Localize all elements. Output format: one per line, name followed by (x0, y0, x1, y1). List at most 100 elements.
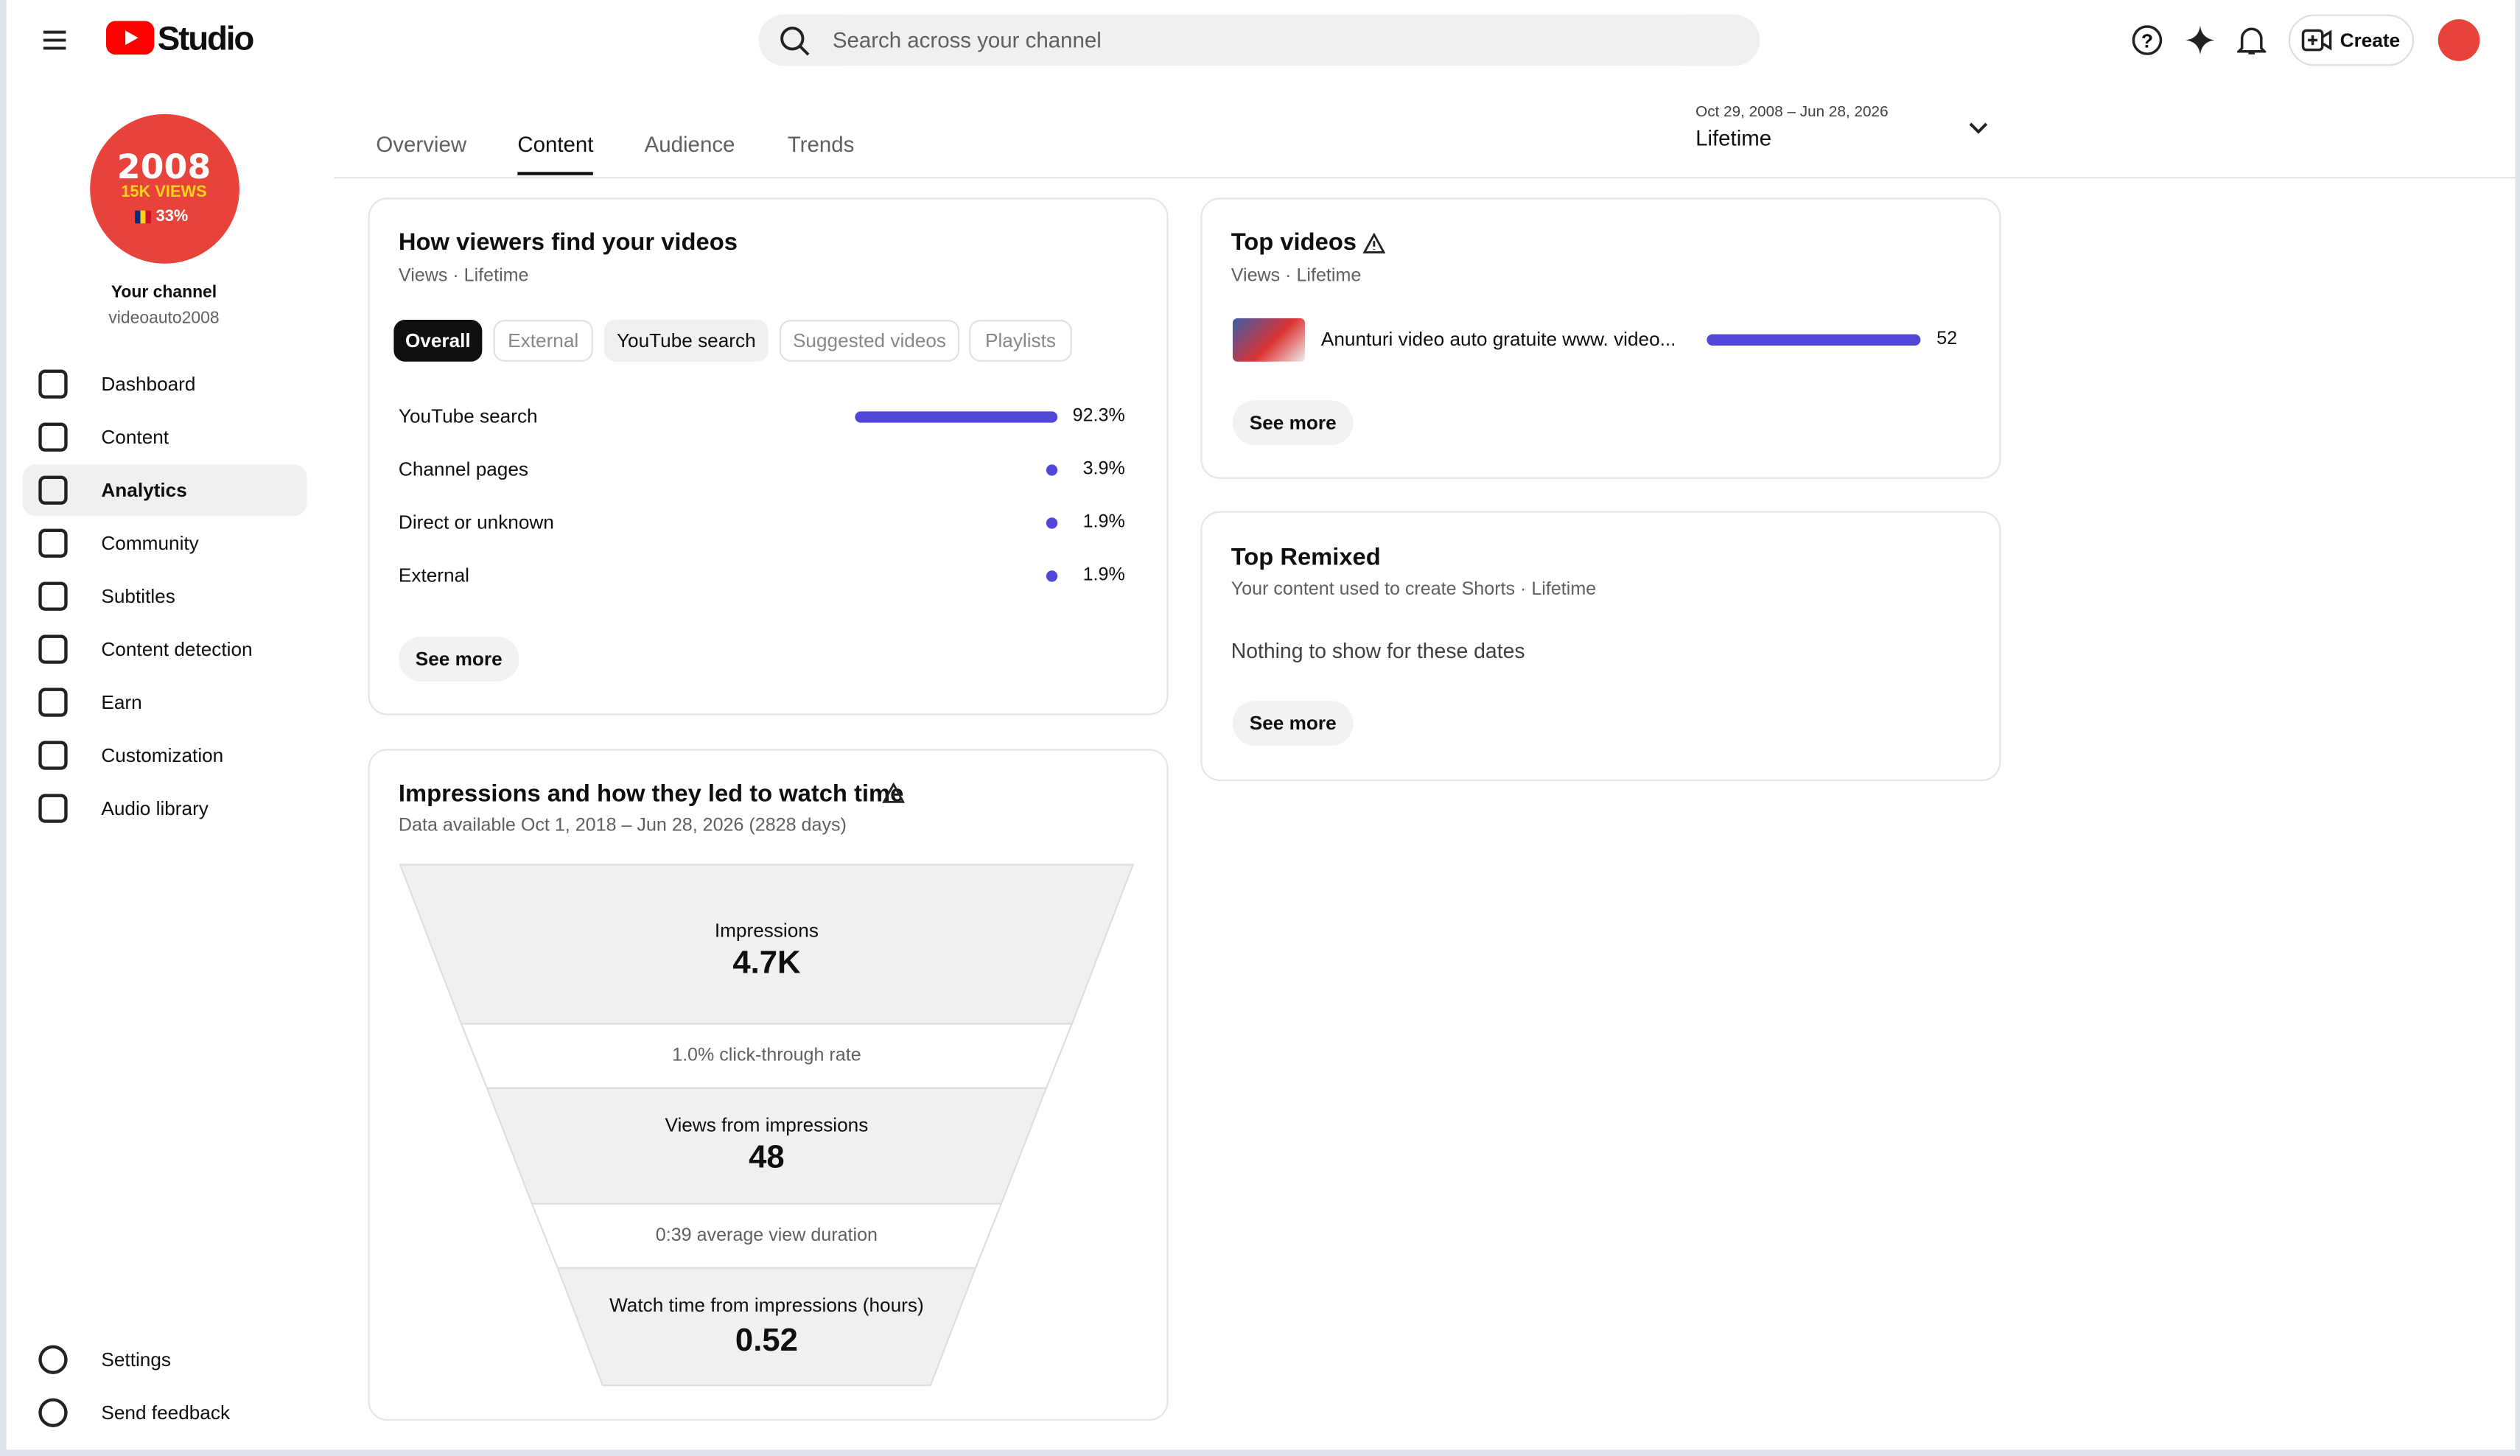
see-more-button[interactable]: See more (1232, 700, 1354, 746)
create-icon (2301, 29, 2332, 52)
card-title: How viewers find your videos (398, 228, 738, 256)
date-range[interactable]: Oct 29, 2008 – Jun 28, 2026 (1695, 103, 1889, 122)
nav-item[interactable]: Audio library (101, 797, 209, 820)
nav-item[interactable]: Subtitles (101, 584, 175, 608)
source-bar (1046, 517, 1058, 528)
nav-icon[interactable] (38, 634, 68, 664)
nav-item[interactable]: Earn (101, 690, 142, 714)
warning-icon[interactable] (882, 783, 905, 803)
avatar-year: 2008 (116, 147, 211, 187)
traffic-card (368, 197, 1169, 715)
filter-chip[interactable]: Playlists (969, 320, 1072, 362)
source-name: Direct or unknown (398, 511, 554, 534)
nav-icon[interactable] (38, 475, 68, 505)
card-subtitle: Views · Lifetime (398, 267, 529, 287)
funnel-value: 48 (749, 1140, 785, 1176)
funnel-rate: 1.0% click-through rate (672, 1046, 861, 1066)
source-bar (1046, 463, 1058, 475)
tab[interactable]: Content (517, 132, 594, 157)
create-button[interactable] (2288, 14, 2415, 66)
source-name: Channel pages (398, 458, 529, 481)
help-icon[interactable]: ? (2131, 24, 2163, 57)
account-avatar[interactable] (2437, 19, 2480, 61)
menu-icon[interactable] (42, 27, 68, 53)
nav-icon[interactable] (38, 794, 68, 823)
see-more-button[interactable]: See more (1232, 400, 1354, 446)
nav-item[interactable]: Content detection (101, 637, 253, 661)
search-icon (780, 27, 810, 56)
source-value: 1.9% (1082, 565, 1125, 585)
source-name: External (398, 564, 469, 587)
date-label[interactable]: Lifetime (1695, 126, 1772, 150)
nav-icon[interactable] (38, 369, 68, 399)
svg-text:?: ? (2141, 29, 2153, 52)
date-chevron[interactable] (1967, 121, 1990, 137)
see-more-button[interactable]: See more (398, 636, 519, 682)
filter-chip[interactable]: External (493, 320, 593, 362)
flag (135, 210, 152, 224)
card-subtitle: Your content used to create Shorts · Lif… (1231, 580, 1597, 600)
nav-item[interactable]: Settings (101, 1348, 171, 1371)
nav-icon[interactable] (38, 422, 68, 452)
logo-text[interactable]: Studio (157, 21, 255, 58)
search-box[interactable] (758, 14, 1760, 66)
card-title: Top Remixed (1231, 544, 1381, 572)
card-subtitle: Data available Oct 1, 2018 – Jun 28, 202… (398, 816, 847, 836)
card-subtitle: Views · Lifetime (1231, 267, 1362, 287)
card-title: Top videos (1231, 228, 1357, 256)
channel-name: videoauto2008 (108, 308, 220, 328)
funnel-label: Impressions (714, 919, 819, 942)
nav-icon[interactable] (38, 687, 68, 717)
nav-selected (22, 464, 307, 517)
bell-icon[interactable] (2237, 24, 2267, 57)
spark-icon[interactable] (2184, 24, 2216, 57)
empty-message: Nothing to show for these dates (1231, 638, 1525, 663)
search-placeholder[interactable]: Search across your channel (832, 28, 1102, 52)
nav-item[interactable]: Community (101, 531, 199, 555)
nav-item[interactable]: Analytics (101, 478, 187, 502)
avatar-percent: 33% (155, 208, 189, 226)
funnel-stage (556, 1267, 977, 1387)
tab-underline (517, 172, 593, 175)
filter-chip[interactable]: Overall (393, 320, 483, 362)
funnel-rate: 0:39 average view duration (655, 1226, 878, 1246)
source-bar (1046, 570, 1058, 581)
nav-item[interactable]: Content (101, 425, 169, 449)
video-thumbnail[interactable] (1232, 318, 1306, 362)
funnel-label: Watch time from impressions (hours) (609, 1293, 924, 1317)
source-name: YouTube search (398, 405, 538, 428)
nav-icon[interactable] (38, 581, 68, 611)
logo-icon[interactable] (105, 21, 155, 55)
source-value: 1.9% (1082, 512, 1125, 532)
funnel-value: 4.7K (732, 945, 801, 981)
channel-avatar[interactable] (90, 113, 239, 264)
filter-chip[interactable]: Suggested videos (779, 320, 960, 362)
nav-icon[interactable] (38, 528, 68, 558)
tab[interactable]: Trends (787, 132, 855, 157)
tab[interactable]: Overview (376, 132, 467, 157)
video-views: 52 (1936, 329, 1958, 349)
nav-icon[interactable] (38, 1398, 68, 1427)
nav-icon[interactable] (38, 1345, 68, 1374)
nav-item[interactable]: Send feedback (101, 1401, 231, 1424)
nav-item[interactable]: Dashboard (101, 373, 196, 396)
source-value: 3.9% (1082, 459, 1125, 479)
nav-item[interactable]: Customization (101, 743, 224, 767)
create-label[interactable]: Create (2339, 29, 2401, 52)
nav-icon[interactable] (38, 741, 68, 770)
video-bar (1707, 333, 1921, 345)
tab[interactable]: Audience (644, 132, 735, 157)
avatar-views: 15K VIEWS (121, 183, 207, 202)
warning-icon[interactable] (1362, 233, 1386, 253)
source-value: 92.3% (1072, 406, 1125, 426)
channel-label: Your channel (111, 282, 217, 303)
filter-chip[interactable]: YouTube search (604, 320, 769, 362)
funnel-label: Views from impressions (665, 1113, 869, 1137)
source-bar (855, 410, 1058, 422)
video-title[interactable]: Anunturi video auto gratuite www. video.… (1320, 327, 1676, 351)
funnel-value: 0.52 (735, 1323, 798, 1359)
tab-divider (334, 176, 2516, 179)
